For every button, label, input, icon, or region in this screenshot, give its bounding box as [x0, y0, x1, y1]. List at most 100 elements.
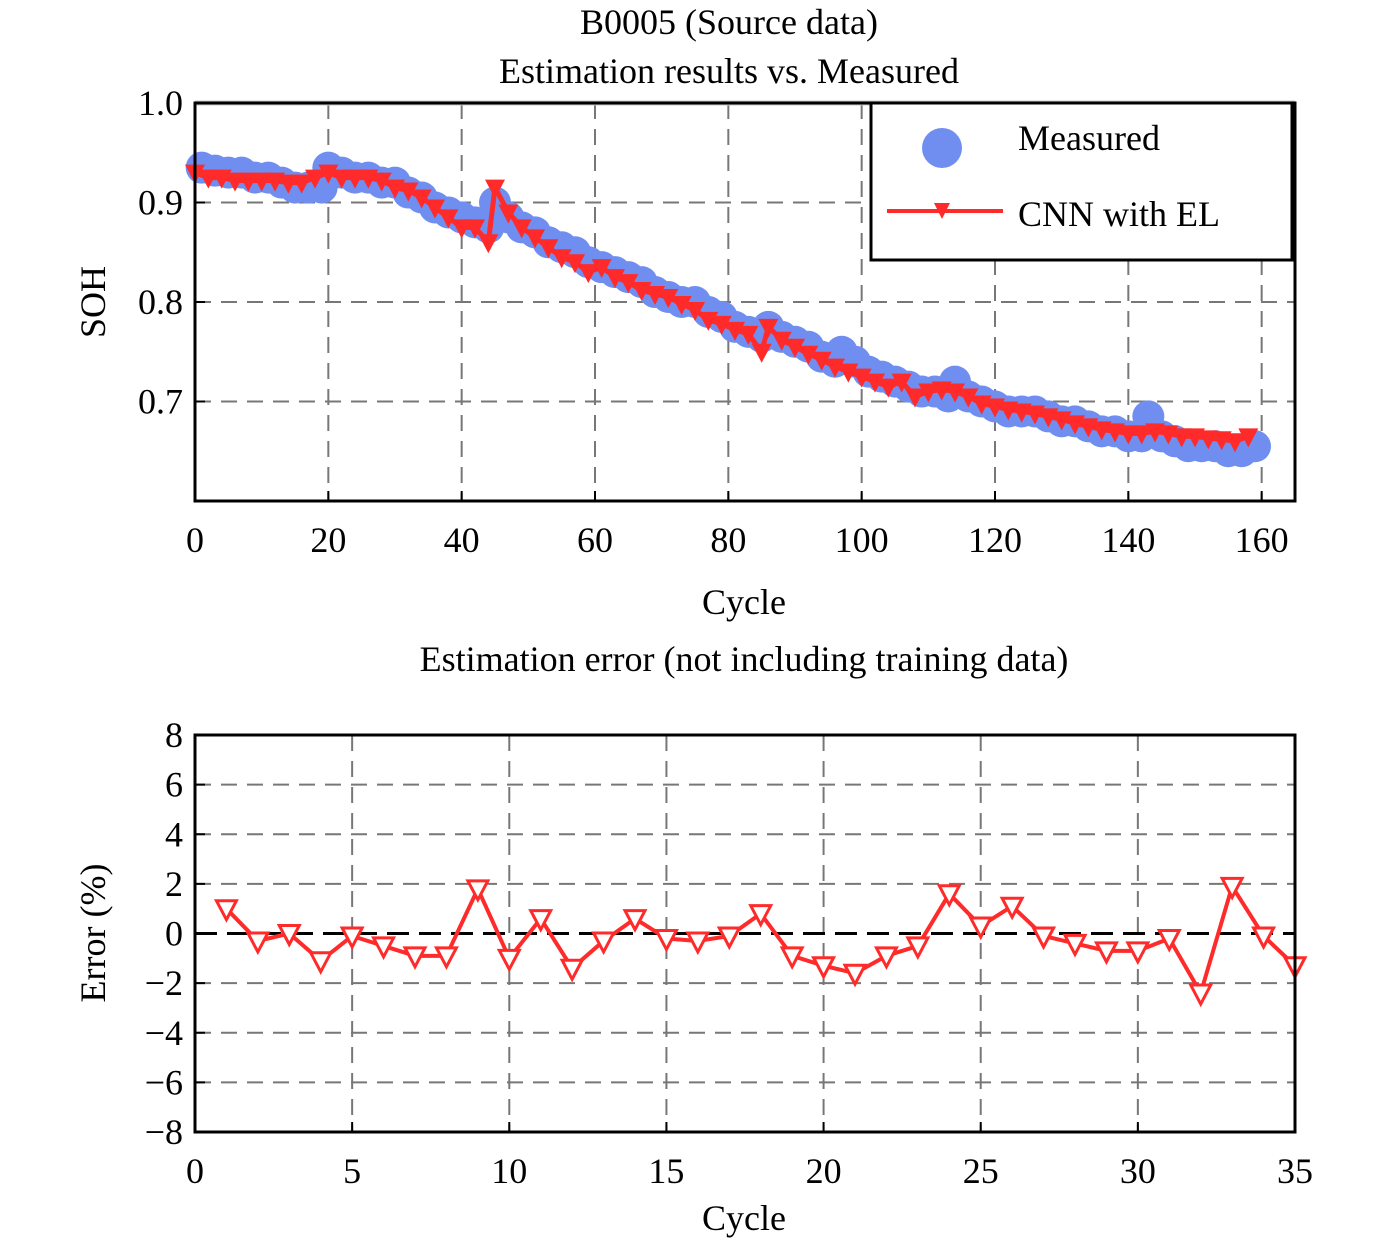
estimate-point [918, 383, 939, 403]
estimate-point [618, 274, 639, 294]
soh-chart-title: B0005 (Source data) [580, 2, 878, 42]
error-point [968, 916, 994, 941]
estimate-point [345, 169, 365, 189]
error-point [1251, 926, 1277, 951]
estimate-point [498, 204, 519, 224]
estimate-point [525, 229, 545, 249]
estimate-point [751, 343, 772, 363]
estimate-point [198, 169, 219, 189]
error-point [402, 946, 428, 971]
error-point [1031, 926, 1057, 951]
y-tick-label: 0.7 [138, 382, 183, 422]
error-grid [195, 735, 1295, 1132]
error-x-axis-label: Cycle [702, 1198, 786, 1238]
estimate-point [811, 351, 832, 371]
error-point [936, 884, 962, 909]
soh-x-axis-label: Cycle [702, 582, 786, 622]
error-point [528, 909, 554, 933]
x-tick-label: 140 [1101, 520, 1155, 560]
error-chart-title: Estimation error (not including training… [420, 639, 1069, 679]
estimate-point [511, 219, 532, 239]
x-tick-label: 60 [577, 520, 613, 560]
y-tick-label: −4 [145, 1013, 183, 1053]
estimate-point [398, 182, 419, 202]
x-tick-label: 35 [1277, 1151, 1313, 1191]
y-tick-label: 1.0 [138, 83, 183, 123]
estimate-point [798, 345, 819, 365]
y-tick-label: −2 [145, 963, 183, 1003]
error-point [433, 946, 459, 971]
x-tick-label: 100 [835, 520, 889, 560]
error-point [371, 936, 397, 961]
soh-chart-subtitle: Estimation results vs. Measured [499, 51, 959, 91]
error-point [276, 924, 302, 948]
x-tick-label: 15 [648, 1151, 684, 1191]
error-point [1188, 983, 1214, 1008]
estimate-point [905, 388, 925, 408]
legend-measured-label: Measured [1018, 118, 1160, 158]
estimate-point [865, 373, 885, 393]
estimate-point [945, 383, 965, 403]
error-point [622, 909, 648, 933]
estimate-point [838, 363, 859, 383]
error-point [559, 958, 585, 983]
estimate-point [591, 259, 612, 279]
y-tick-label: −6 [145, 1062, 183, 1102]
error-point [339, 926, 365, 951]
estimate-point [1171, 428, 1192, 448]
error-y-axis-label: Error (%) [73, 864, 113, 1003]
estimate-point [438, 209, 459, 229]
estimate-point [1118, 425, 1139, 445]
error-point [905, 936, 931, 961]
error-point [685, 931, 711, 956]
error-point [1156, 928, 1182, 953]
estimate-point [278, 174, 299, 194]
estimate-point [825, 358, 845, 378]
y-tick-label: 4 [165, 814, 183, 854]
x-tick-label: 40 [444, 520, 480, 560]
x-tick-label: 25 [963, 1151, 999, 1191]
error-point [811, 956, 837, 980]
error-point [213, 899, 239, 923]
error-series [213, 876, 1308, 1008]
estimate-point [671, 295, 692, 315]
estimate-point [371, 172, 392, 192]
y-tick-label: 6 [165, 765, 183, 805]
x-tick-label: 20 [806, 1151, 842, 1191]
estimate-point [551, 249, 572, 269]
soh-ticks: 0 20 40 60 80 100 120 140 160 0.7 0.8 0.9 1.0 [138, 83, 1289, 560]
estimate-point [758, 318, 779, 338]
error-point [1093, 941, 1119, 966]
error-ticks: 0 5 10 15 20 25 30 35 −8 −6 −4 −2 0 2 4 6 8 [145, 715, 1313, 1191]
estimate-point [318, 164, 339, 184]
estimate-point [251, 172, 272, 192]
cnn-estimate-series [185, 164, 1259, 453]
error-point [245, 931, 271, 956]
estimate-point [565, 254, 585, 274]
estimate-point [1131, 425, 1152, 445]
estimate-point [331, 169, 352, 189]
estimate-point [1198, 430, 1219, 450]
estimate-point [305, 169, 325, 189]
x-tick-label: 120 [968, 520, 1022, 560]
error-point [653, 928, 679, 953]
estimate-point [785, 338, 805, 358]
estimate-point [411, 189, 432, 209]
estimate-point [538, 239, 559, 259]
estimate-point [1238, 428, 1259, 448]
estimate-point [851, 368, 872, 388]
estimate-point [425, 199, 445, 219]
error-point [1062, 933, 1088, 958]
estimate-point [605, 269, 625, 289]
x-tick-label: 160 [1235, 520, 1289, 560]
estimate-point [958, 388, 979, 408]
x-tick-label: 80 [710, 520, 746, 560]
soh-y-axis-label: SOH [73, 266, 113, 338]
x-tick-label: 0 [186, 1151, 204, 1191]
estimate-point [478, 234, 499, 254]
y-tick-label: 8 [165, 715, 183, 755]
error-point [873, 946, 899, 971]
estimate-point [578, 264, 599, 284]
y-tick-label: 0.8 [138, 282, 183, 322]
estimate-point [1225, 433, 1245, 453]
